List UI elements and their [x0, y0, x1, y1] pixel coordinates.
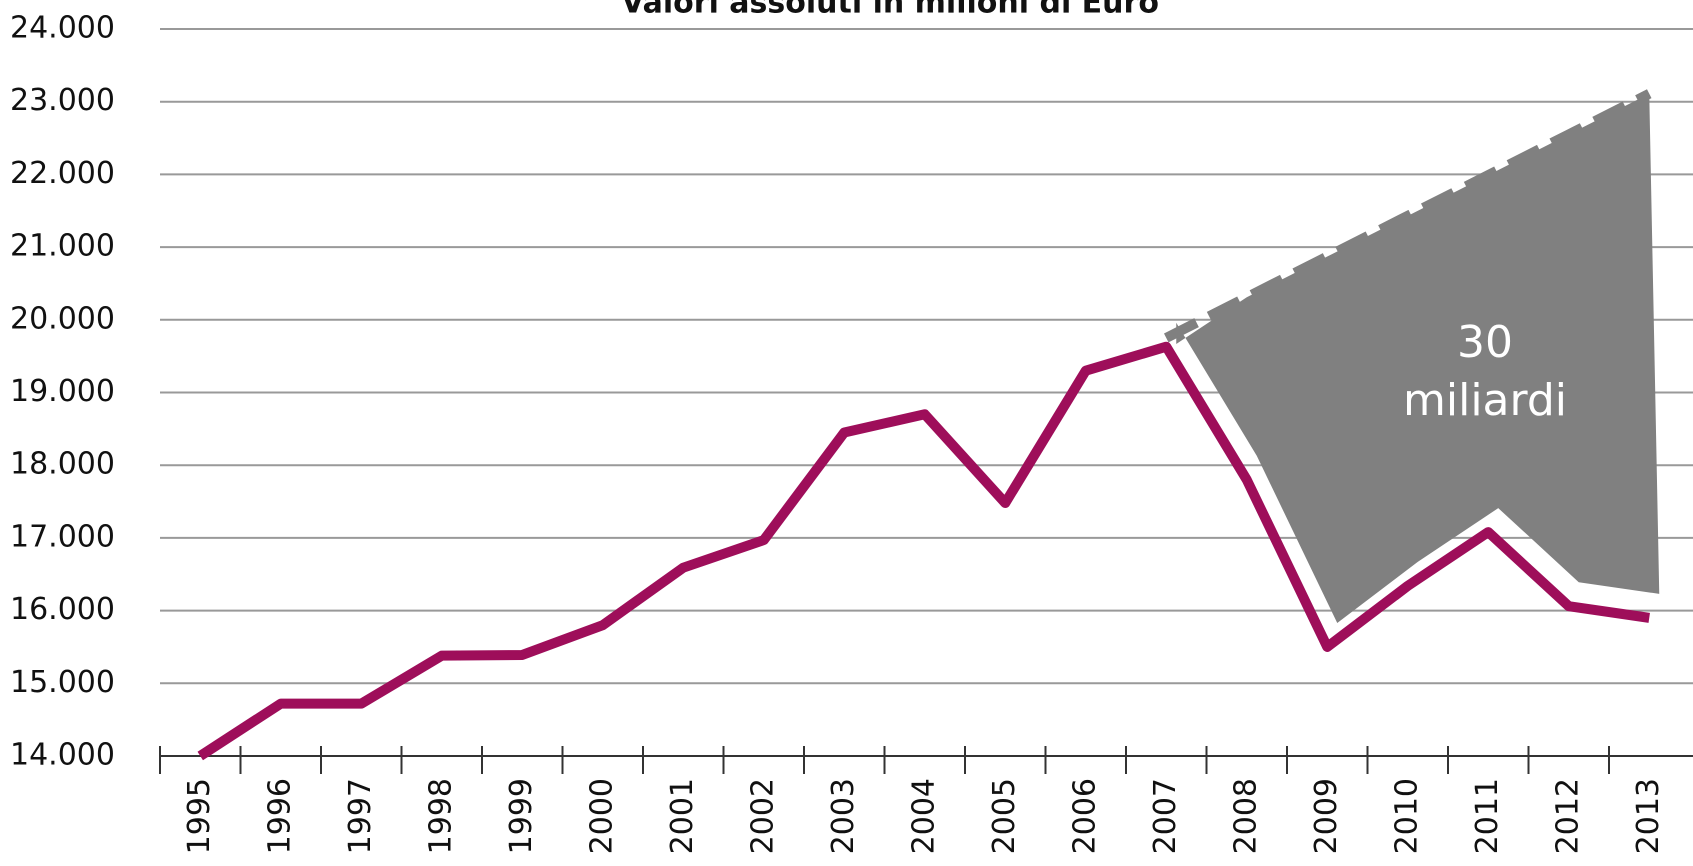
- x-tick-label: 1997: [343, 778, 378, 854]
- x-tick-label: 2005: [987, 778, 1022, 854]
- chart-title: Valori assoluti in milioni di Euro: [621, 0, 1159, 21]
- y-tick-label: 15.000: [10, 665, 115, 700]
- x-tick-label: 1996: [262, 778, 297, 854]
- y-tick-label: 21.000: [10, 229, 115, 264]
- x-tick-label: 2007: [1148, 778, 1183, 854]
- x-tick-label: 2012: [1550, 778, 1585, 854]
- x-tick-label: 2010: [1389, 778, 1424, 854]
- annotation: 30: [1457, 317, 1513, 368]
- x-tick-label: 2000: [584, 778, 619, 854]
- y-tick-label: 20.000: [10, 301, 115, 336]
- x-tick-label: 2004: [906, 778, 941, 854]
- trend-line: [1163, 89, 1652, 343]
- x-tick-label: 2006: [1067, 778, 1102, 854]
- y-tick-label: 17.000: [10, 519, 115, 554]
- x-tick-label: 2011: [1470, 778, 1505, 854]
- y-tick-label: 16.000: [10, 592, 115, 627]
- y-tick-label: 23.000: [10, 83, 115, 118]
- x-tick-label: 1995: [182, 778, 217, 854]
- annotation: miliardi: [1403, 375, 1567, 426]
- y-tick-label: 24.000: [10, 11, 115, 46]
- x-tick-label: 2002: [745, 778, 780, 854]
- y-tick-label: 19.000: [10, 374, 115, 409]
- y-tick-label: 22.000: [10, 156, 115, 191]
- x-tick-label: 2009: [1309, 778, 1344, 854]
- x-tick-label: 2003: [826, 778, 861, 854]
- gap-area: [1176, 93, 1660, 623]
- x-tick-label: 2013: [1631, 778, 1666, 854]
- y-tick-label: 18.000: [10, 447, 115, 482]
- line: [197, 341, 1650, 761]
- x-tick-label: 1999: [504, 778, 539, 854]
- x-tick-label: 2001: [665, 778, 700, 854]
- y-tick-label: 14.000: [10, 738, 115, 773]
- x-tick-label: 2008: [1228, 778, 1263, 854]
- x-tick-label: 1998: [423, 778, 458, 854]
